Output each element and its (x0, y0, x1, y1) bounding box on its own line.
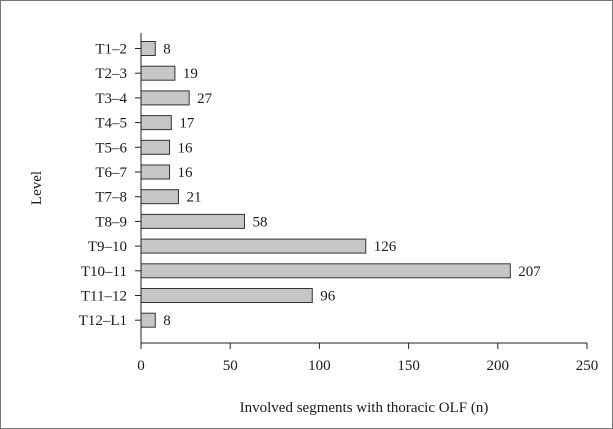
y-axis-title: Level (29, 171, 45, 205)
y-tick-label: T1–2 (95, 42, 127, 58)
bar (140, 41, 156, 56)
x-tick-label: 0 (137, 358, 145, 374)
data-label: 19 (183, 66, 198, 82)
data-label: 207 (518, 264, 541, 280)
x-tick-label: 100 (308, 358, 331, 374)
data-label: 27 (197, 91, 213, 107)
bar (140, 115, 172, 131)
y-tick-label: T3–4 (95, 91, 127, 107)
x-tick-label: 200 (487, 358, 510, 374)
bar (140, 288, 313, 303)
y-tick-label: T9–10 (88, 239, 127, 255)
y-tick-label: T6–7 (95, 165, 127, 181)
y-tick-label: T7–8 (95, 190, 127, 206)
x-tick-label: 50 (223, 358, 238, 374)
bar (140, 139, 171, 155)
x-tick-label: 250 (576, 358, 599, 374)
data-label: 16 (178, 165, 194, 181)
y-tick-label: T11–12 (81, 289, 127, 305)
bar (140, 213, 245, 229)
y-tick-label: T5–6 (95, 140, 127, 156)
y-tick-label: T2–3 (95, 66, 127, 82)
bar (140, 263, 511, 279)
y-tick-label: T4–5 (95, 116, 127, 132)
data-label: 8 (163, 313, 171, 329)
x-axis-title: Involved segments with thoracic OLF (n) (240, 400, 489, 416)
data-label: 126 (374, 239, 397, 255)
data-label: 96 (320, 289, 336, 305)
bar (140, 65, 176, 81)
bar (140, 189, 179, 205)
bar (140, 312, 156, 328)
y-tick-label: T8–9 (95, 214, 127, 230)
y-tick-label: T10–11 (81, 264, 127, 280)
bar (140, 238, 367, 254)
bar (140, 164, 171, 180)
x-tick-label: 150 (397, 358, 420, 374)
data-label: 16 (178, 140, 194, 156)
data-label: 8 (163, 42, 171, 58)
data-label: 21 (186, 190, 201, 206)
y-tick-label: T12–L1 (79, 313, 127, 329)
bar (140, 90, 190, 106)
data-label: 17 (179, 116, 195, 132)
data-label: 58 (252, 214, 267, 230)
